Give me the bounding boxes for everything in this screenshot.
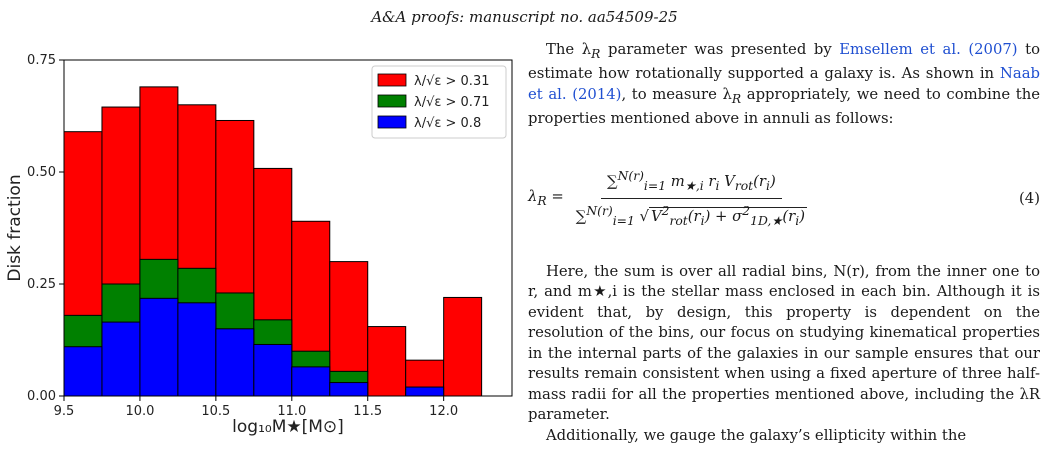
bar-series2-bin2 — [139, 297, 179, 397]
x-tick-label: 12.0 — [429, 404, 458, 419]
y-tick-label: 0.50 — [27, 165, 56, 180]
bar-series0-bin8 — [367, 326, 407, 397]
paragraph-ellipticity: Additionally, we gauge the galaxy’s elli… — [546, 426, 967, 444]
x-tick-label: 11.5 — [353, 404, 382, 419]
bar-series2-bin5 — [253, 343, 293, 397]
y-tick-label: 0.00 — [27, 389, 56, 404]
bar-series2-bin1 — [101, 321, 141, 397]
bar-series2-bin3 — [177, 302, 217, 397]
legend-swatch — [377, 94, 407, 108]
bar-series2-bin6 — [291, 366, 331, 397]
x-tick-label: 10.0 — [125, 404, 154, 419]
plot-frame — [63, 59, 513, 397]
bar-series2-bin7 — [329, 382, 369, 397]
paragraph-lambda-intro: The λR parameter was presented by Emsell… — [528, 41, 1040, 128]
y-axis-ticks: 0.00 0.25 0.50 0.75 — [27, 53, 64, 404]
bar-series2-bin9 — [405, 386, 445, 397]
equation-lambda-r: λR = ∑N(r)i=1 m★,i ri Vrot(ri) ∑N(r)i=1 … — [528, 166, 1040, 232]
x-tick-label: 11.0 — [277, 404, 306, 419]
citation-emsellem[interactable]: Emsellem et al. (2007) — [839, 41, 1018, 58]
x-axis-ticks: 9.5 10.0 10.5 11.0 11.5 12.0 — [54, 396, 458, 419]
legend-label: λ/√ε > 0.31 — [414, 74, 490, 89]
legend-swatch — [377, 73, 407, 87]
legend-label: λ/√ε > 0.8 — [414, 116, 481, 131]
x-tick-label: 9.5 — [54, 404, 75, 419]
citation-naab[interactable]: Naab et al. (2014) — [528, 65, 1040, 103]
x-tick-label: 10.5 — [201, 404, 230, 419]
bar-series0-bin10 — [443, 296, 483, 397]
histogram-bars — [63, 86, 483, 397]
bar-series2-bin0 — [63, 346, 103, 397]
legend-swatch — [377, 115, 407, 129]
paragraph-sum-description: Here, the sum is over all radial bins, N… — [528, 262, 1040, 424]
bar-series2-bin4 — [215, 328, 255, 397]
x-axis-label: log₁₀M★[M⊙] — [232, 417, 344, 437]
y-tick-label: 0.75 — [27, 53, 56, 68]
y-tick-label: 0.25 — [27, 277, 56, 292]
running-header: A&A proofs: manuscript no. aa54509-25 — [371, 8, 678, 26]
body-text-column: The λR parameter was presented by Emsell… — [528, 40, 1040, 446]
legend-label: λ/√ε > 0.71 — [414, 95, 490, 110]
equation-number: (4) — [1019, 189, 1040, 207]
disk-fraction-histogram: 9.5 10.0 10.5 11.0 11.5 12.0 0.00 0.25 0.50 0.75… — [5, 53, 513, 437]
legend: λ/√ε > 0.31 λ/√ε > 0.71 λ/√ε > 0.8 — [371, 65, 507, 139]
y-axis-label: Disk fraction — [5, 174, 25, 281]
